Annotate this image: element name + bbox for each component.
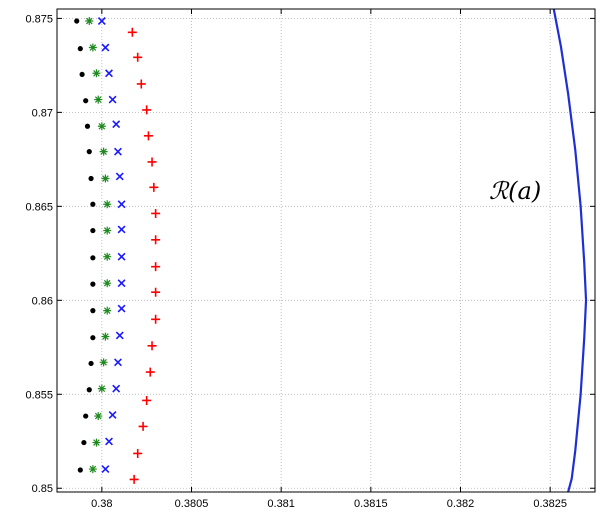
- dot-marker: [90, 308, 96, 314]
- x-marker: [115, 331, 124, 340]
- x-marker: [117, 252, 126, 261]
- x-marker: [117, 304, 126, 313]
- x-marker: [105, 69, 113, 78]
- x-marker: [117, 279, 126, 288]
- x-marker: [117, 200, 126, 209]
- star-marker: [88, 465, 97, 474]
- y-tick-label: 0.855: [25, 389, 53, 401]
- x-marker: [105, 437, 113, 446]
- series-layer: [74, 9, 588, 492]
- star-marker: [92, 438, 101, 447]
- dot-marker: [83, 98, 89, 104]
- plus-marker: [151, 287, 161, 297]
- series-star: [85, 17, 112, 474]
- star-marker: [99, 147, 108, 156]
- dot-marker: [86, 387, 92, 393]
- x-tick-label: 0.381: [267, 498, 295, 510]
- x-tick-label: 0.3825: [533, 498, 567, 510]
- plus-marker: [142, 105, 152, 115]
- x-marker: [97, 17, 106, 25]
- star-marker: [97, 122, 106, 131]
- x-marker: [108, 95, 117, 104]
- x-marker: [112, 120, 121, 129]
- plus-marker: [138, 421, 148, 431]
- star-marker: [99, 358, 108, 367]
- star-marker: [97, 384, 106, 393]
- dot-marker: [84, 123, 91, 129]
- x-marker: [112, 384, 121, 393]
- x-marker: [115, 172, 124, 181]
- x-marker: [101, 43, 110, 52]
- x-tick-label: 0.38: [91, 498, 112, 510]
- series-line: [552, 9, 588, 492]
- plus-marker: [143, 131, 153, 141]
- x-tick-label: 0.3805: [175, 498, 209, 510]
- y-tick-label: 0.865: [25, 201, 53, 213]
- plus-marker: [147, 157, 157, 167]
- star-marker: [103, 279, 112, 288]
- dot-marker: [90, 255, 96, 261]
- plus-marker: [129, 474, 139, 484]
- x-tick-label: 0.3815: [354, 498, 388, 510]
- plus-marker: [142, 395, 152, 405]
- series-plus: [127, 27, 161, 484]
- star-marker: [88, 43, 97, 52]
- star-marker: [103, 306, 112, 315]
- dot-marker: [90, 281, 96, 287]
- plus-marker: [151, 235, 161, 245]
- series-x: [97, 17, 126, 474]
- star-marker: [85, 17, 94, 26]
- plus-marker: [147, 341, 157, 351]
- star-marker: [103, 200, 112, 209]
- plus-marker: [133, 52, 143, 62]
- plot-area: [57, 9, 595, 492]
- dot-marker: [88, 175, 94, 182]
- plus-marker: [136, 79, 146, 89]
- dot-marker: [90, 227, 96, 234]
- dot-marker: [74, 18, 80, 24]
- star-marker: [101, 174, 110, 183]
- star-marker: [94, 412, 103, 421]
- plus-marker: [149, 182, 159, 192]
- y-tick-label: 0.85: [32, 483, 53, 495]
- dot-marker: [90, 201, 96, 207]
- y-tick-label: 0.86: [32, 295, 53, 307]
- x-marker: [101, 465, 110, 474]
- star-marker: [92, 69, 101, 78]
- grid: [57, 9, 595, 492]
- curve-annotation: ℛ(a): [489, 177, 541, 205]
- plus-marker: [127, 27, 137, 37]
- plus-marker: [151, 262, 161, 272]
- y-tick-label: 0.87: [32, 107, 53, 119]
- dot-marker: [81, 439, 87, 446]
- plus-marker: [133, 448, 143, 458]
- plot-frame: [56, 8, 596, 493]
- plus-marker: [151, 208, 161, 218]
- star-marker: [101, 332, 110, 341]
- dot-marker: [79, 71, 85, 78]
- star-marker: [103, 226, 112, 235]
- series-dot: [74, 18, 96, 473]
- dot-marker: [90, 335, 96, 341]
- plus-marker: [145, 367, 155, 377]
- axes: 0.38 0.3805 0.381 0.3815 0.382 0.3825 0.85 0.85…: [25, 9, 595, 510]
- curve-line: [552, 9, 588, 492]
- x-marker: [117, 225, 126, 234]
- star-marker: [94, 95, 103, 104]
- x-marker: [108, 410, 117, 419]
- dot-marker: [77, 46, 83, 52]
- dot-marker: [83, 413, 89, 419]
- plus-marker: [151, 314, 161, 324]
- star-marker: [103, 252, 112, 261]
- x-marker: [114, 358, 122, 367]
- x-marker: [114, 147, 122, 156]
- dot-marker: [88, 360, 94, 367]
- x-tick-label: 0.382: [447, 498, 475, 510]
- dot-marker: [86, 149, 92, 155]
- dot-marker: [77, 467, 83, 473]
- y-tick-label: 0.875: [25, 13, 53, 25]
